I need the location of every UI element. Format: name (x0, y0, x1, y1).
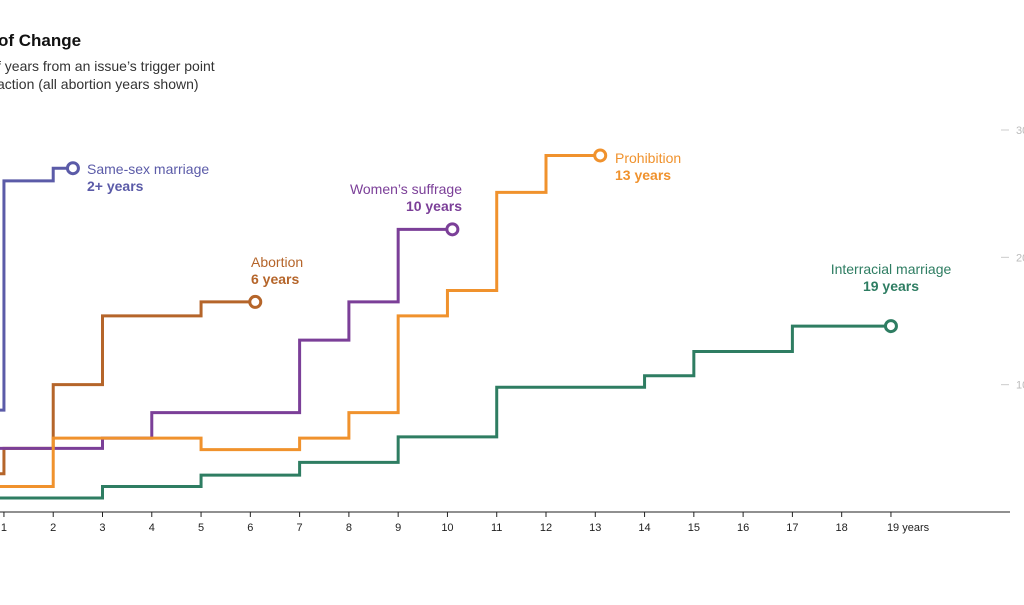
x-tick-label: 13 (589, 522, 601, 534)
x-tick-label: 18 (836, 522, 848, 534)
x-tick-label: 3 (99, 522, 105, 534)
series-line (0, 300, 256, 476)
end-marker (593, 148, 608, 163)
series-name: Same-sex marriage (87, 161, 209, 177)
x-tick-label: 19 years (887, 522, 930, 534)
x-tick-label: 15 (688, 522, 700, 534)
y-tick-label: 20 (1016, 252, 1024, 264)
series-duration: 10 years (406, 198, 462, 214)
plot-area (0, 153, 891, 500)
series-name: Abortion (251, 254, 303, 270)
x-tick-label: 10 (441, 522, 453, 534)
x-tick-label: 1 (1, 522, 7, 534)
x-tick-label: 5 (198, 522, 204, 534)
subtitle: action (all abortion years shown) (0, 76, 199, 92)
series-duration: 6 years (251, 271, 299, 287)
x-tick-label: 2 (50, 522, 56, 534)
series-name: Prohibition (615, 150, 681, 166)
x-tick-label: 4 (149, 522, 155, 534)
x-tick-label: 17 (786, 522, 798, 534)
series-name: Women’s suffrage (350, 181, 462, 197)
x-tick-label: 12 (540, 522, 552, 534)
end-marker (65, 161, 80, 176)
series-name: Interracial marriage (831, 261, 952, 277)
series-line (0, 324, 891, 500)
series-line (0, 227, 453, 450)
x-tick-label: 8 (346, 522, 352, 534)
series-line (0, 153, 601, 489)
series-line (0, 166, 73, 412)
y-tick-label: 30 (1016, 125, 1024, 137)
x-tick-label: 6 (247, 522, 253, 534)
x-tick-label: 11 (491, 522, 502, 534)
subtitle: f years from an issue’s trigger point (0, 58, 215, 74)
series-duration: 19 years (863, 278, 919, 294)
y-tick-label: 10 (1016, 380, 1024, 392)
x-tick-label: 7 (297, 522, 303, 534)
series-duration: 13 years (615, 167, 671, 183)
end-marker (445, 222, 460, 237)
x-tick-label: 9 (395, 522, 401, 534)
end-marker (883, 319, 898, 334)
series-duration: 2+ years (87, 178, 144, 194)
x-tick-label: 16 (737, 522, 749, 534)
chart-title: of Change (0, 31, 81, 50)
x-tick-label: 14 (638, 522, 650, 534)
end-marker (248, 294, 263, 309)
